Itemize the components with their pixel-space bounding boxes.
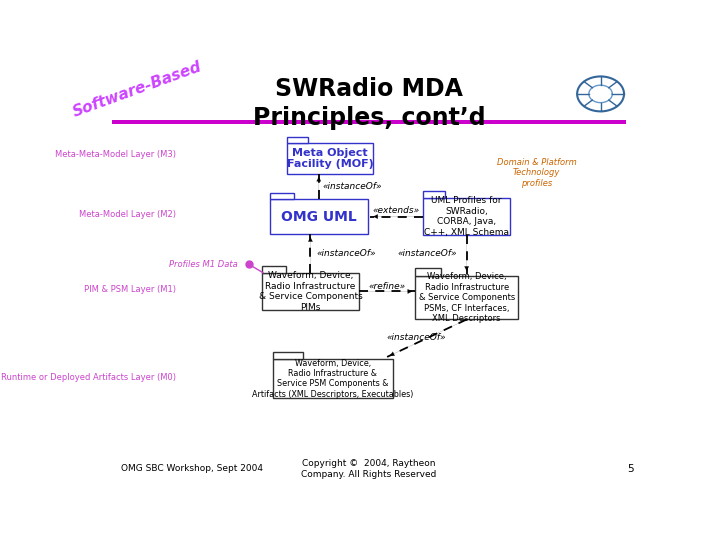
Text: 5: 5 [627, 464, 634, 474]
Text: «instanceOf»: «instanceOf» [398, 249, 457, 259]
Bar [423, 191, 445, 198]
Text: «instanceOf»: «instanceOf» [387, 333, 446, 342]
Text: Copyright ©  2004, Raytheon
Company. All Rights Reserved: Copyright © 2004, Raytheon Company. All … [301, 459, 437, 478]
Bar [273, 352, 302, 359]
Text: Waveform, Device,
Radio Infrastructure &
Service PSM Components &
Artifacts (XML: Waveform, Device, Radio Infrastructure &… [252, 359, 413, 399]
Text: Waveform, Device,
Radio Infrastructure
& Service Components
PIMs: Waveform, Device, Radio Infrastructure &… [258, 271, 362, 312]
Bar [273, 359, 392, 399]
Bar [287, 143, 373, 174]
Text: UML Profiles for
SWRadio,
CORBA, Java,
C++, XML Schema: UML Profiles for SWRadio, CORBA, Java, C… [424, 197, 509, 237]
Text: «refine»: «refine» [369, 282, 405, 291]
Bar [270, 193, 294, 199]
Bar [261, 273, 359, 310]
Bar [112, 120, 626, 124]
Text: «instanceOf»: «instanceOf» [323, 182, 382, 191]
Text: Domain & Platform
Technology
profiles: Domain & Platform Technology profiles [497, 158, 576, 188]
Text: PIM & PSM Layer (M1): PIM & PSM Layer (M1) [84, 285, 176, 294]
Bar [415, 276, 518, 320]
Bar [287, 137, 308, 143]
Text: Profiles M1 Data: Profiles M1 Data [169, 260, 238, 269]
Text: «extends»: «extends» [372, 206, 419, 215]
Text: «instanceOf»: «instanceOf» [317, 249, 377, 258]
Text: Runtime or Deployed Artifacts Layer (M0): Runtime or Deployed Artifacts Layer (M0) [1, 373, 176, 382]
Bar [415, 268, 441, 276]
Text: SWRadio MDA
Principles, cont’d: SWRadio MDA Principles, cont’d [253, 77, 485, 130]
Text: Waveform, Device,
Radio Infrastructure
& Service Components
PSMs, CF Interfaces,: Waveform, Device, Radio Infrastructure &… [418, 272, 515, 323]
Bar [270, 199, 368, 234]
Text: OMG SBC Workshop, Sept 2004: OMG SBC Workshop, Sept 2004 [121, 464, 263, 474]
Bar [261, 266, 286, 273]
Text: Meta-Model Layer (M2): Meta-Model Layer (M2) [79, 210, 176, 219]
Text: Meta Object
Facility (MOF): Meta Object Facility (MOF) [287, 147, 373, 169]
Bar [423, 198, 510, 235]
Text: Meta-Meta-Model Layer (M3): Meta-Meta-Model Layer (M3) [55, 150, 176, 159]
Text: OMG UML: OMG UML [281, 210, 356, 224]
Text: Software-Based: Software-Based [71, 59, 204, 120]
